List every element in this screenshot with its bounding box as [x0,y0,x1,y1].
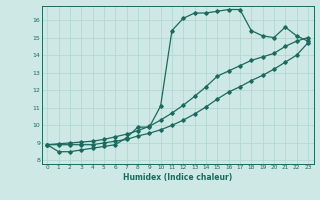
X-axis label: Humidex (Indice chaleur): Humidex (Indice chaleur) [123,173,232,182]
